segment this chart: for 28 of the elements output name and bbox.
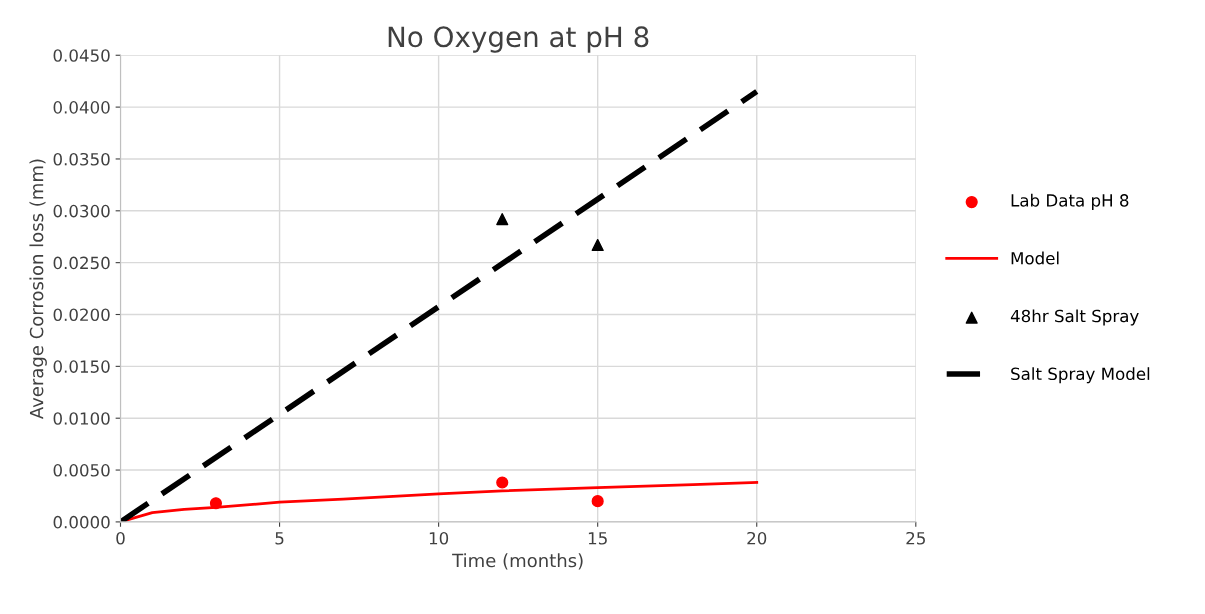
x-tick-label: 15 — [588, 532, 607, 545]
point — [591, 495, 604, 508]
x-tick-label: 10 — [429, 531, 449, 545]
x-tick-label: 20 — [747, 531, 767, 545]
legend-label: Lab Data pH 8 — [1011, 193, 1129, 210]
y-tick-label: 0.0150 — [53, 360, 110, 373]
point — [496, 213, 509, 226]
chart-title: No Oxygen at pH 8 — [388, 26, 649, 53]
y-tick-label: 0.0300 — [53, 204, 110, 218]
y-tick-label: 0.0350 — [53, 152, 110, 166]
point — [591, 238, 604, 252]
y-tick-label: 0.0050 — [53, 464, 110, 477]
y-tick-label: 0.0100 — [53, 412, 110, 425]
point — [209, 497, 223, 510]
y-axis-title: Average Corrosion loss (mm) — [29, 159, 47, 420]
legend-label: Model — [1011, 251, 1059, 265]
y-tick-label: 0.0400 — [53, 101, 110, 114]
y-tick-label: 0.0000 — [53, 515, 110, 529]
y-tick-label: 0.0200 — [53, 308, 110, 322]
x-tick-label: 25 — [906, 531, 925, 545]
x-axis-title: Time (months) — [452, 553, 583, 570]
legend-label: Salt Spray Model — [1011, 367, 1150, 384]
x-tick-label: 5 — [275, 532, 284, 545]
y-tick-label: 0.0450 — [53, 49, 110, 62]
legend-label: 48hr Salt Spray — [1010, 309, 1139, 326]
x-tick-label: 0 — [116, 531, 125, 545]
y-tick-label: 0.0250 — [53, 256, 110, 270]
point — [496, 476, 509, 489]
